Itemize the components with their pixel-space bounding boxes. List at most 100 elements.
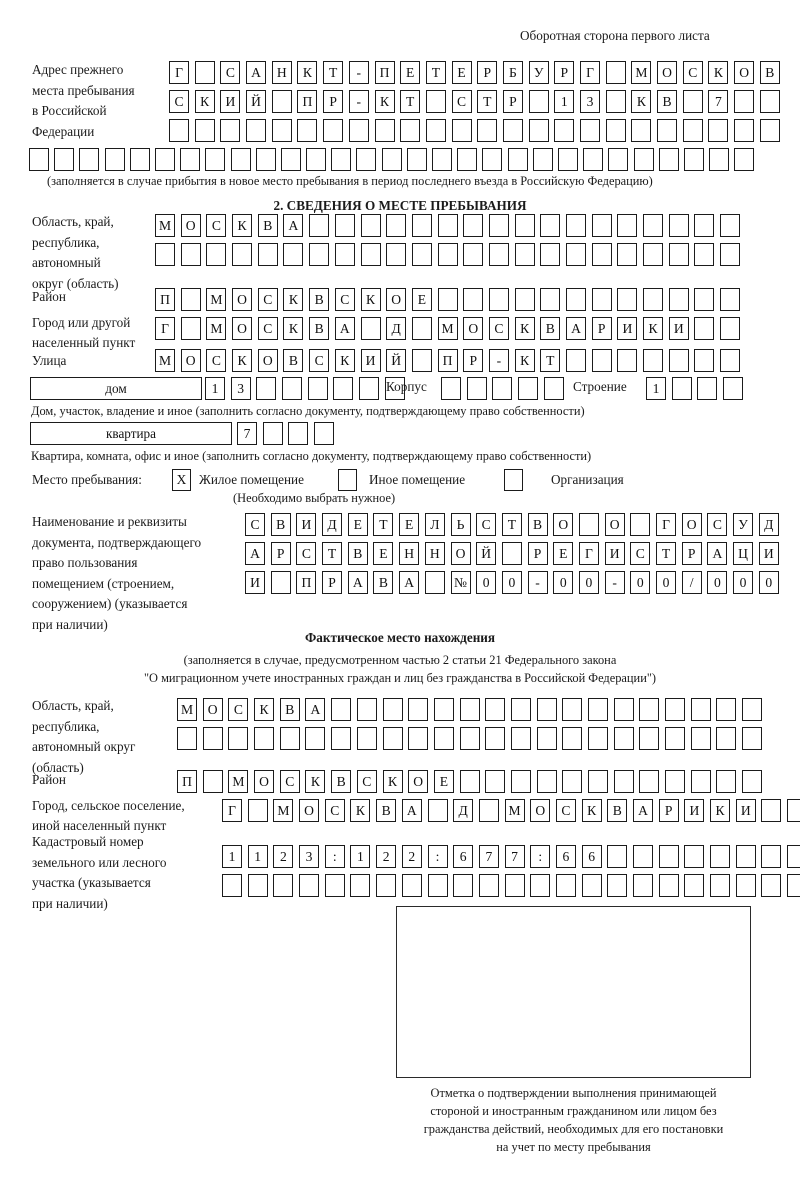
char-cell[interactable]: К	[297, 61, 318, 84]
char-cell[interactable]	[180, 317, 201, 340]
char-cell[interactable]	[180, 243, 201, 266]
char-cell[interactable]	[562, 770, 583, 793]
char-cell[interactable]	[742, 698, 763, 721]
char-cell[interactable]	[488, 288, 509, 311]
char-cell[interactable]: К	[360, 288, 381, 311]
char-cell[interactable]	[463, 243, 484, 266]
char-cell[interactable]	[668, 349, 689, 372]
char-cell[interactable]	[485, 770, 506, 793]
char-cell[interactable]: К	[631, 90, 652, 113]
char-cell[interactable]	[453, 874, 474, 897]
char-cell[interactable]	[104, 148, 125, 171]
char-cell[interactable]	[540, 243, 561, 266]
char-cell[interactable]: О	[202, 698, 223, 721]
char-cell[interactable]	[514, 288, 535, 311]
char-cell[interactable]: И	[604, 542, 625, 565]
char-cell[interactable]: В	[759, 61, 780, 84]
char-cell[interactable]: 1	[247, 845, 268, 868]
char-cell[interactable]: А	[347, 571, 368, 594]
char-cell[interactable]	[591, 288, 612, 311]
char-cell[interactable]: Р	[554, 61, 575, 84]
char-cell[interactable]	[566, 349, 586, 372]
char-cell[interactable]: Р	[463, 349, 484, 372]
char-cell[interactable]	[360, 243, 381, 266]
char-cell[interactable]: К	[283, 288, 304, 311]
char-cell[interactable]	[562, 698, 583, 721]
char-cell[interactable]	[314, 422, 335, 445]
char-cell[interactable]: Д	[758, 513, 779, 536]
char-cell[interactable]: 0	[476, 571, 497, 594]
char-cell[interactable]: И	[735, 799, 756, 822]
char-cell[interactable]: О	[386, 288, 407, 311]
char-cell[interactable]	[257, 243, 278, 266]
char-cell[interactable]	[690, 698, 711, 721]
stamp-confirmation-box[interactable]	[396, 906, 751, 1078]
char-cell[interactable]: 0	[758, 571, 779, 594]
char-cell[interactable]	[684, 874, 705, 897]
char-cell[interactable]	[557, 148, 578, 171]
char-cell[interactable]: Е	[553, 542, 574, 565]
char-cell[interactable]	[411, 349, 432, 372]
char-cell[interactable]: У	[733, 513, 754, 536]
char-cell[interactable]: В	[540, 317, 561, 340]
char-cell[interactable]	[682, 90, 703, 113]
char-cell[interactable]	[331, 727, 352, 750]
char-cell[interactable]	[787, 799, 800, 822]
char-cell[interactable]: 3	[230, 377, 251, 400]
char-cell[interactable]	[588, 698, 608, 721]
char-cell[interactable]	[205, 148, 226, 171]
char-cell[interactable]: О	[232, 288, 253, 311]
char-cell[interactable]: М	[504, 799, 525, 822]
char-cell[interactable]	[668, 243, 689, 266]
char-cell[interactable]: О	[734, 61, 755, 84]
char-cell[interactable]: К	[232, 349, 253, 372]
char-cell[interactable]: С	[555, 799, 576, 822]
char-cell[interactable]	[665, 698, 686, 721]
char-cell[interactable]	[588, 727, 608, 750]
char-cell[interactable]: П	[374, 61, 395, 84]
char-cell[interactable]	[710, 874, 731, 897]
char-cell[interactable]: Р	[527, 542, 548, 565]
char-cell[interactable]: Й	[386, 349, 407, 372]
char-cell[interactable]	[694, 214, 715, 237]
char-cell[interactable]	[761, 845, 782, 868]
char-cell[interactable]: 2	[376, 845, 397, 868]
char-cell[interactable]	[540, 214, 561, 237]
char-cell[interactable]	[331, 698, 352, 721]
char-cell[interactable]	[605, 90, 626, 113]
char-cell[interactable]: Е	[451, 61, 472, 84]
char-cell[interactable]	[374, 119, 395, 142]
char-cell[interactable]	[668, 214, 689, 237]
char-cell[interactable]	[639, 698, 660, 721]
char-cell[interactable]	[271, 119, 292, 142]
char-cell[interactable]: А	[399, 571, 420, 594]
char-cell[interactable]: О	[604, 513, 625, 536]
char-cell[interactable]	[510, 770, 531, 793]
char-cell[interactable]	[633, 874, 653, 897]
char-cell[interactable]	[194, 61, 215, 84]
char-cell[interactable]	[536, 698, 557, 721]
char-cell[interactable]	[232, 243, 253, 266]
char-cell[interactable]: 2	[273, 845, 294, 868]
char-cell[interactable]: С	[630, 542, 651, 565]
char-cell[interactable]	[716, 698, 737, 721]
char-cell[interactable]	[643, 214, 664, 237]
char-cell[interactable]	[384, 377, 405, 400]
char-cell[interactable]	[228, 727, 249, 750]
char-cell[interactable]: М	[437, 317, 458, 340]
char-cell[interactable]	[459, 727, 480, 750]
char-cell[interactable]: М	[206, 288, 227, 311]
char-cell[interactable]	[720, 349, 741, 372]
char-cell[interactable]: С	[257, 317, 278, 340]
char-cell[interactable]: Т	[323, 61, 344, 84]
char-cell[interactable]	[356, 698, 377, 721]
char-cell[interactable]: М	[177, 698, 197, 721]
char-cell[interactable]: Ц	[733, 542, 754, 565]
char-cell[interactable]: П	[177, 770, 197, 793]
char-cell[interactable]: К	[283, 317, 304, 340]
char-cell[interactable]: К	[643, 317, 664, 340]
char-cell[interactable]	[554, 119, 575, 142]
char-cell[interactable]: Г	[580, 61, 600, 84]
char-cell[interactable]: В	[309, 288, 330, 311]
char-cell[interactable]	[710, 845, 731, 868]
